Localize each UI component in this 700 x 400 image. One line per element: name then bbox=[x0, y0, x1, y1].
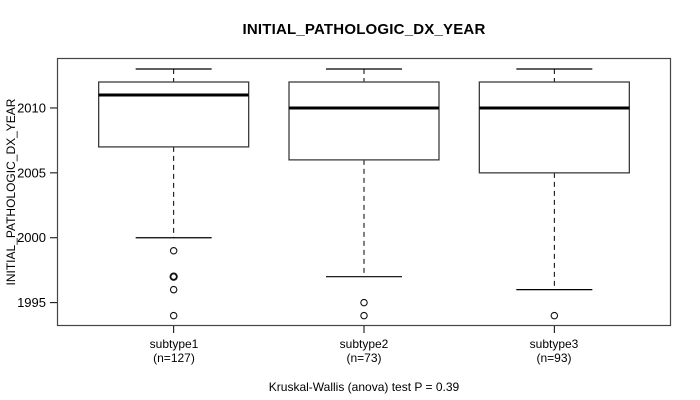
outlier-point bbox=[169, 285, 178, 294]
y-tick-label: 2005 bbox=[17, 165, 46, 180]
y-tick-label: 2010 bbox=[17, 100, 46, 115]
x-axis-label-group-3: subtype3 (n=93) bbox=[464, 337, 644, 366]
chart-title: INITIAL_PATHOLOGIC_DX_YEAR bbox=[242, 21, 486, 38]
group-count: (n=73) bbox=[346, 350, 382, 365]
outlier-point bbox=[360, 298, 368, 307]
y-tick-label: 2000 bbox=[17, 230, 46, 245]
iqr-box bbox=[288, 81, 440, 161]
outlier-point bbox=[360, 311, 368, 320]
x-axis-label-group-2: subtype2 (n=73) bbox=[274, 337, 454, 366]
plot-frame bbox=[56, 57, 672, 327]
outlier-point bbox=[550, 311, 559, 320]
x-axis-label-group-1: subtype1 (n=127) bbox=[84, 337, 264, 366]
iqr-box bbox=[478, 81, 630, 174]
group-count: (n=93) bbox=[536, 350, 572, 365]
stat-test-caption: Kruskal-Wallis (anova) test P = 0.39 bbox=[268, 380, 460, 394]
iqr-box bbox=[98, 81, 250, 148]
group-name: subtype1 bbox=[149, 337, 199, 351]
outlier-point bbox=[169, 272, 178, 281]
group-name: subtype2 bbox=[339, 337, 389, 351]
group-name: subtype3 bbox=[529, 337, 579, 351]
y-tick-label: 1995 bbox=[17, 295, 46, 310]
outlier-point bbox=[169, 311, 178, 320]
group-count: (n=127) bbox=[153, 350, 195, 365]
outlier-point bbox=[169, 246, 178, 255]
